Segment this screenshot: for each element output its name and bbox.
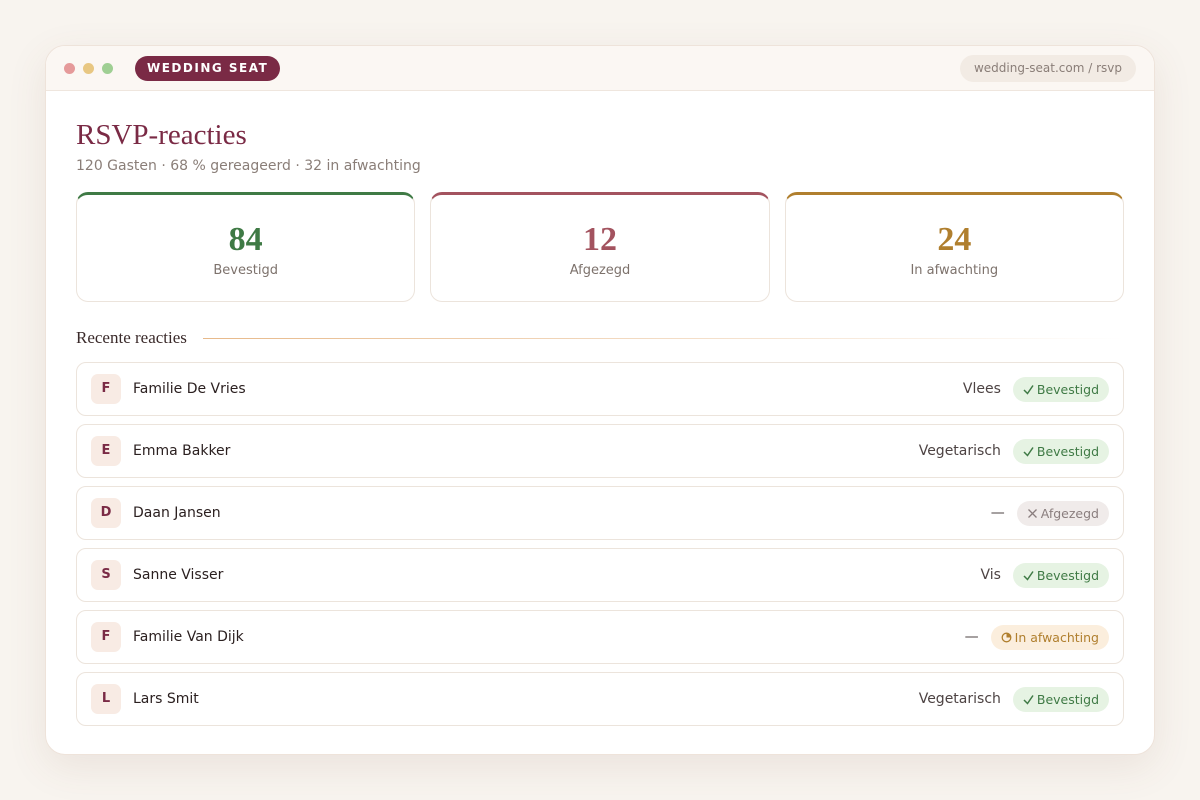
status-pill: Bevestigd (1012, 438, 1109, 464)
meal: Vegetarisch (918, 691, 1001, 707)
rsvp-row[interactable]: F Familie De Vries Vlees Bevestigd (76, 362, 1124, 416)
stat-value: 12 (582, 221, 617, 258)
guest-name: Lars Smit (133, 691, 199, 707)
stat-label: In afwachting (910, 263, 999, 278)
stat-value: 24 (937, 221, 972, 258)
rsvp-row[interactable]: L Lars Smit Vegetarisch Bevestigd (76, 672, 1124, 726)
stat-label: Bevestigd (213, 263, 278, 278)
guest-name: Daan Jansen (133, 505, 221, 521)
page-title: RSVP-reacties (76, 119, 247, 151)
avatar: F (91, 374, 121, 404)
status-icon (1023, 446, 1034, 457)
guest-name: Emma Bakker (133, 443, 231, 459)
status-icon (1023, 570, 1034, 581)
meal: Vlees (962, 381, 1001, 397)
url: wedding-seat.com / rsvp (959, 55, 1136, 82)
guest-name: Familie De Vries (133, 381, 246, 397)
rsvp-row[interactable]: F Familie Van Dijk — In afwachting (76, 610, 1124, 664)
status-text: Afgezegd (1040, 505, 1099, 521)
app-badge: WEDDING SEAT (135, 56, 281, 81)
rsvp-row[interactable]: D Daan Jansen — Afgezegd (76, 486, 1124, 540)
guest-name: Sanne Visser (133, 567, 224, 583)
meal: Vegetarisch (918, 443, 1001, 459)
avatar: E (91, 436, 121, 466)
meal: — (990, 505, 1005, 521)
status-icon (1001, 632, 1012, 642)
dot (102, 63, 113, 74)
rsvp-row[interactable]: S Sanne Visser Vis Bevestigd (76, 548, 1124, 602)
content: RSVP-reacties 120 Gasten · 68 % gereagee… (76, 91, 1124, 734)
meal: Vis (980, 567, 1001, 583)
status-pill: In afwachting (990, 624, 1109, 650)
dot (83, 63, 94, 74)
avatar: S (91, 560, 121, 590)
avatar: F (91, 622, 121, 652)
status-icon (1023, 384, 1034, 395)
rows: F Familie De Vries Vlees Bevestigd E Emma Bak… (76, 362, 1124, 726)
status-icon (1027, 508, 1037, 518)
stat-label: Afgezegd (569, 263, 631, 278)
rsvp-row[interactable]: E Emma Bakker Vegetarisch Bevestigd (76, 424, 1124, 478)
title-bar: WEDDING SEAT wedding-seat.com / rsvp (46, 46, 1154, 91)
status-pill: Afgezegd (1016, 500, 1109, 526)
status-text: Bevestigd (1036, 567, 1099, 583)
status-icon (1023, 694, 1034, 705)
avatar: L (91, 684, 121, 714)
status-pill: Bevestigd (1012, 562, 1109, 588)
stats: 84 Bevestigd 12 Afgezegd 24 In afwachting (76, 192, 1124, 302)
status-text: Bevestigd (1036, 691, 1099, 707)
section-header: Recente reacties (76, 328, 1124, 348)
window: WEDDING SEAT wedding-seat.com / rsvp RSV… (45, 45, 1155, 755)
stat-card: 84 Bevestigd (76, 192, 416, 302)
status-text: In afwachting (1014, 629, 1099, 645)
stat-card: 12 Afgezegd (430, 192, 770, 302)
status-text: Bevestigd (1036, 443, 1099, 459)
avatar: D (91, 498, 121, 528)
guest-name: Familie Van Dijk (133, 629, 244, 645)
section-title: Recente reacties (76, 328, 187, 347)
stat-value: 84 (228, 221, 263, 258)
subtitle: 120 Gasten · 68 % gereageerd · 32 in afw… (76, 158, 421, 174)
stat-card: 24 In afwachting (784, 192, 1124, 302)
dot (64, 63, 75, 74)
divider (202, 337, 1124, 339)
status-pill: Bevestigd (1012, 686, 1109, 712)
meal: — (964, 629, 979, 645)
status-text: Bevestigd (1036, 381, 1099, 397)
status-pill: Bevestigd (1012, 376, 1109, 402)
